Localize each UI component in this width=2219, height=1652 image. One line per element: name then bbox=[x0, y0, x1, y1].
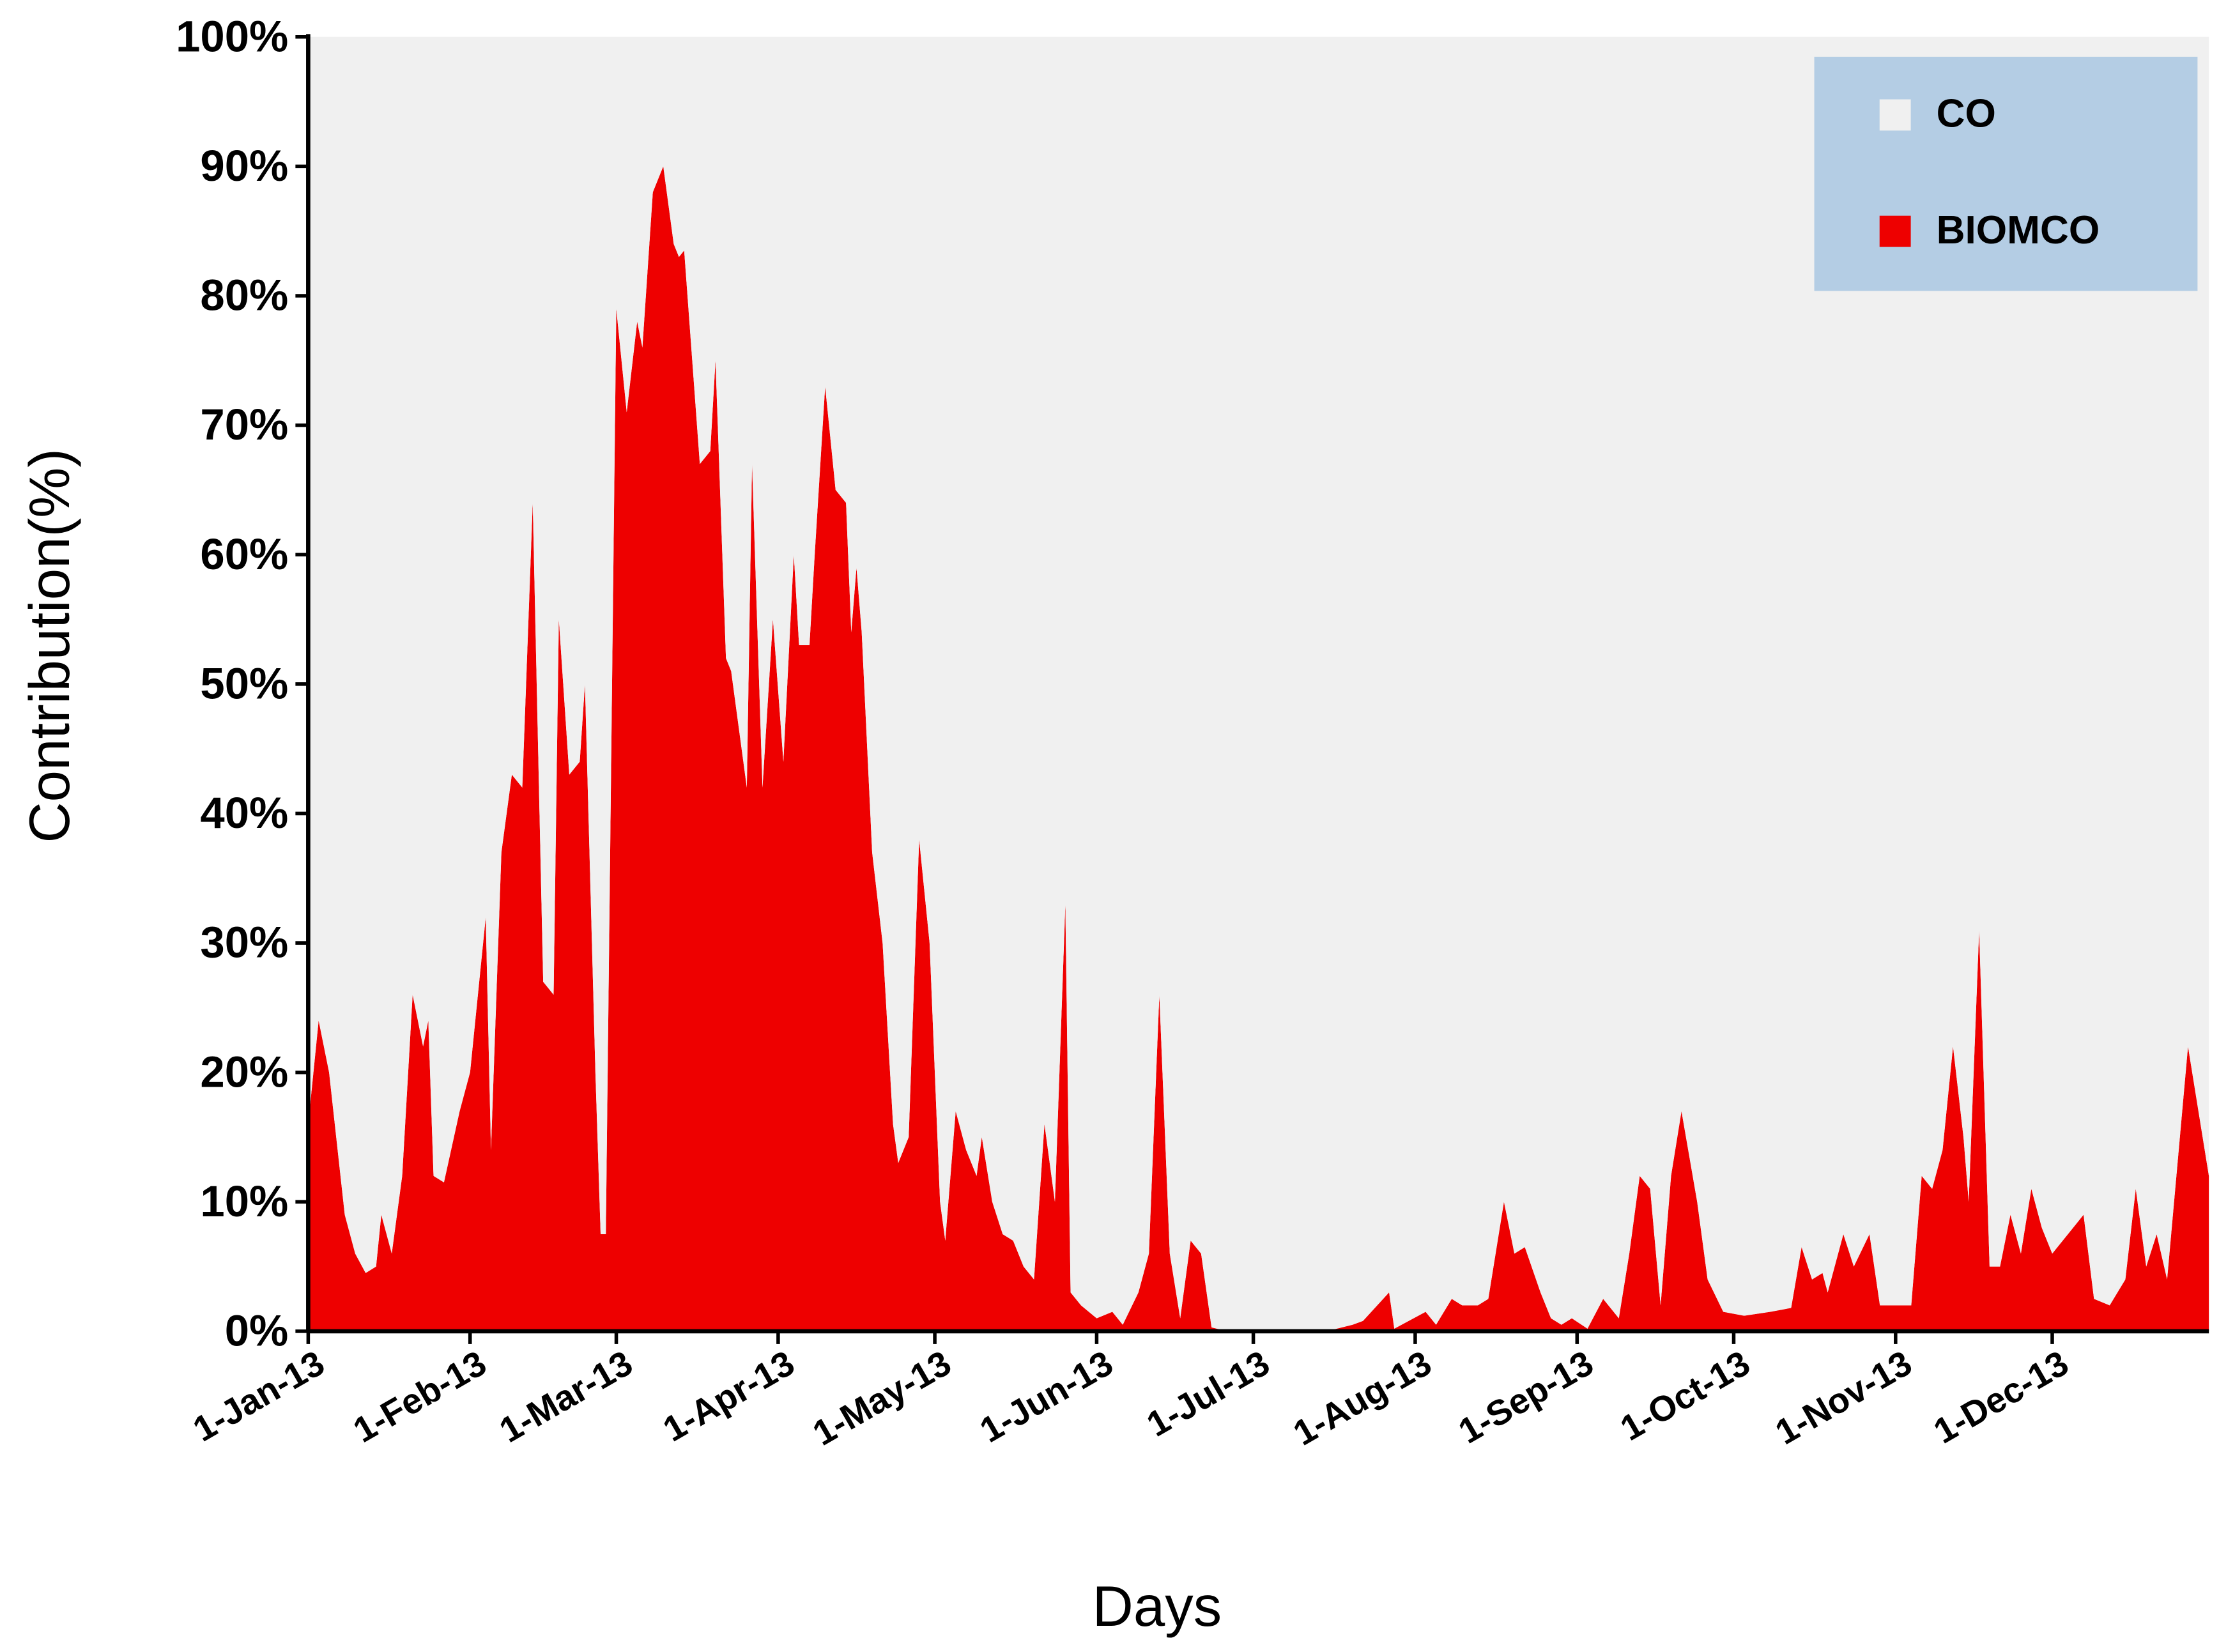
area-co bbox=[308, 36, 2209, 1331]
y-tick-label: 100% bbox=[176, 11, 288, 61]
y-tick-label: 90% bbox=[200, 141, 288, 190]
plot-area bbox=[308, 36, 2209, 1331]
legend-swatch bbox=[1879, 99, 1911, 131]
x-tick-label: 1-Jan-13 bbox=[187, 1343, 331, 1449]
legend-label: BIOMCO bbox=[1937, 208, 2100, 252]
x-tick-label: 1-May-13 bbox=[806, 1343, 958, 1453]
y-tick-label: 30% bbox=[200, 918, 288, 967]
y-tick-label: 80% bbox=[200, 271, 288, 320]
y-tick-label: 20% bbox=[200, 1047, 288, 1096]
x-tick-label: 1-Nov-13 bbox=[1769, 1343, 1918, 1452]
y-tick-label: 0% bbox=[225, 1306, 289, 1356]
x-axis-label: Days bbox=[1093, 1575, 1222, 1638]
x-tick-label: 1-Jul-13 bbox=[1140, 1343, 1276, 1444]
x-tick-label: 1-Dec-13 bbox=[1927, 1343, 2075, 1451]
y-tick-label: 10% bbox=[200, 1177, 288, 1226]
y-tick-label: 40% bbox=[200, 788, 288, 837]
x-tick-label: 1-Mar-13 bbox=[493, 1343, 639, 1450]
x-tick-label: 1-Oct-13 bbox=[1614, 1343, 1756, 1448]
legend-box bbox=[1814, 56, 2198, 291]
legend: CO BIOMCO bbox=[1814, 56, 2198, 291]
x-tick-label: 1-Sep-13 bbox=[1452, 1343, 1599, 1451]
x-tick-label: 1-Feb-13 bbox=[347, 1343, 493, 1450]
x-tick-label: 1-Jun-13 bbox=[973, 1343, 1119, 1450]
y-axis-label: Contribution(%) bbox=[18, 448, 81, 843]
legend-label: CO bbox=[1937, 92, 1996, 136]
y-tick-label: 70% bbox=[200, 400, 288, 449]
legend-swatch bbox=[1879, 215, 1911, 247]
area-biomco bbox=[308, 166, 2209, 1331]
y-tick-label: 50% bbox=[200, 659, 288, 708]
x-tick-label: 1-Aug-13 bbox=[1287, 1343, 1438, 1453]
y-tick-label: 60% bbox=[200, 530, 288, 579]
x-tick-label: 1-Apr-13 bbox=[656, 1343, 801, 1449]
